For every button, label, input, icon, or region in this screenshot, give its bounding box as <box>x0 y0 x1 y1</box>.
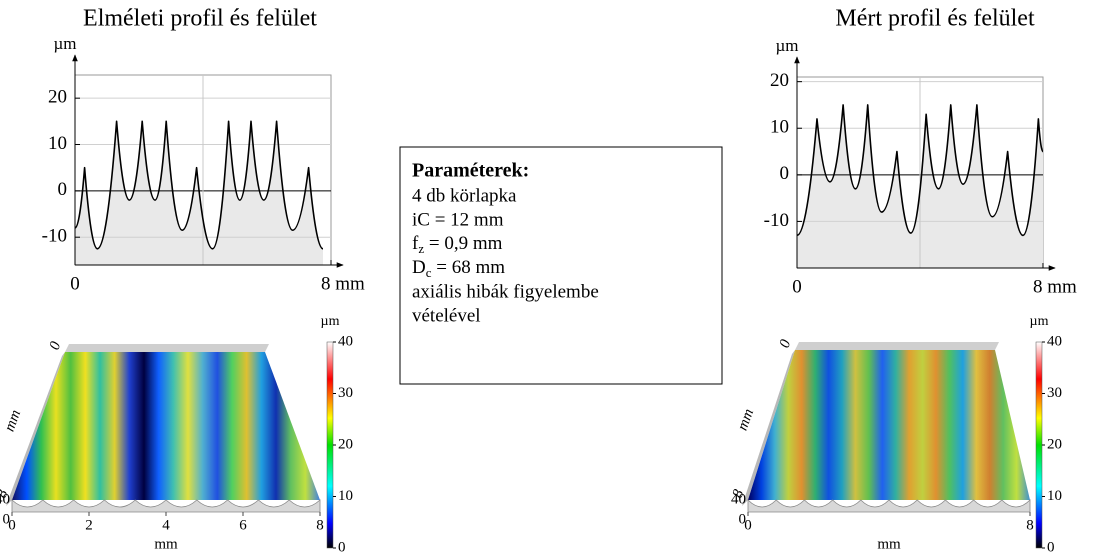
parameter-symbol: D <box>412 257 426 278</box>
y-tick-label: 10 <box>48 133 67 154</box>
colorbar-label: 20 <box>338 436 353 452</box>
x-tick-label: 2 <box>85 517 93 533</box>
z-tick-label: 40 <box>731 491 746 507</box>
y-tick-label: 20 <box>770 70 789 91</box>
parameter-line: 4 db körlapka <box>412 185 517 206</box>
front-edge <box>12 500 320 512</box>
x-tick-label: 6 <box>239 517 247 533</box>
colorbar-label: 30 <box>1047 385 1062 401</box>
z-tick-label: 40 <box>0 491 10 507</box>
colorbar-unit: µm <box>321 314 340 329</box>
colorbar-label: 10 <box>1047 488 1062 504</box>
colorbar-label: 0 <box>338 539 346 555</box>
parameter-line: axiális hibák figyelembe <box>412 281 599 302</box>
figure: Elméleti profil és felület-100102008 mmµ… <box>0 0 1097 559</box>
y-tick-label: 0 <box>780 163 790 184</box>
x-tick-label: 0 <box>792 276 802 297</box>
x-axis-label: mm <box>877 536 901 552</box>
y-tick-label: -10 <box>42 226 67 247</box>
colorbar <box>327 342 333 548</box>
front-edge <box>748 500 1030 512</box>
y-tick-label: 0 <box>58 179 68 200</box>
parameter-title: Paraméterek: <box>412 160 529 182</box>
colorbar-label: 0 <box>1047 539 1055 555</box>
back-wall <box>65 344 269 352</box>
chart-title: Mért profil és felület <box>835 6 1035 32</box>
back-wall <box>795 342 999 350</box>
y-unit: µm <box>775 36 798 55</box>
colorbar-label: 40 <box>338 333 353 349</box>
parameter-line: iC = 12 mm <box>412 209 504 230</box>
x-tick-label: 8 <box>1026 517 1034 533</box>
x-tick-label: 8 <box>316 517 324 533</box>
z-tick-label: 0 <box>739 511 747 527</box>
surface <box>748 350 1030 500</box>
parameter-value: = 0,9 mm <box>424 233 502 254</box>
y-tick-label: 0 <box>47 339 65 352</box>
surface <box>12 352 320 500</box>
x-tick-label: 8 mm <box>1033 276 1077 297</box>
x-axis-label: mm <box>154 536 178 552</box>
parameter-line: vételével <box>412 305 481 326</box>
chart-title: Elméleti profil és felület <box>83 6 317 32</box>
colorbar-label: 10 <box>338 488 353 504</box>
y-axis-label: mm <box>735 407 758 433</box>
colorbar-label: 30 <box>338 385 353 401</box>
colorbar-label: 20 <box>1047 436 1062 452</box>
y-tick-label: 20 <box>48 87 67 108</box>
z-tick-label: 0 <box>3 511 11 527</box>
colorbar-label: 40 <box>1047 333 1062 349</box>
x-tick-label: 8 mm <box>321 273 365 294</box>
y-unit: µm <box>53 34 76 53</box>
colorbar <box>1036 342 1042 548</box>
y-tick-label: 0 <box>777 337 795 350</box>
parameter-line: fz = 0,9 mm <box>412 233 503 256</box>
parameter-value: = 68 mm <box>432 257 506 278</box>
colorbar-unit: µm <box>1030 314 1049 329</box>
x-tick-label: 0 <box>70 273 80 294</box>
x-tick-label: 4 <box>162 517 170 533</box>
y-tick-label: 10 <box>770 117 789 138</box>
y-tick-label: -10 <box>764 210 789 231</box>
y-axis-label: mm <box>2 408 25 434</box>
